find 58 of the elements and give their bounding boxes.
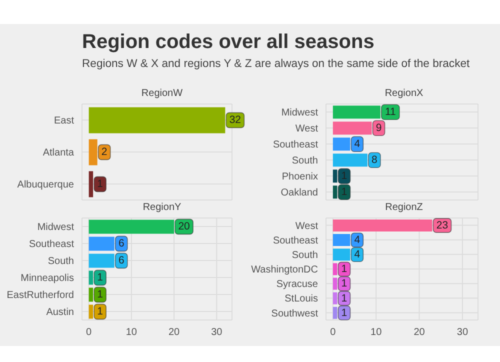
data-label: 8 xyxy=(372,154,378,166)
x-tick-label: 0 xyxy=(86,327,92,338)
y-tick-label: South xyxy=(292,156,318,167)
y-tick-label: South xyxy=(48,256,74,268)
chart-title: RegionY xyxy=(142,202,182,215)
y-tick-label: StLouis xyxy=(284,294,318,305)
y-tick-label: Midwest xyxy=(37,222,74,234)
x-tick-label: 30 xyxy=(211,327,223,338)
data-label: 1 xyxy=(341,263,348,276)
chart-title: RegionZ xyxy=(384,202,424,215)
data-label: 4 xyxy=(354,138,360,150)
data-label: 20 xyxy=(178,220,190,233)
y-tick-label: West xyxy=(295,220,318,232)
y-tick-label: West xyxy=(295,124,318,135)
chart-title: RegionW xyxy=(140,88,184,101)
data-label: 2 xyxy=(101,146,108,158)
y-tick-label: Austin xyxy=(46,307,74,318)
data-label: 1 xyxy=(341,186,348,198)
x-tick-label: 30 xyxy=(456,327,468,338)
y-tick-label: Southeast xyxy=(272,235,318,246)
data-label: 1 xyxy=(97,288,104,301)
data-label: 1 xyxy=(341,170,348,182)
x-tick-label: 10 xyxy=(126,327,138,338)
data-label: 11 xyxy=(384,106,396,118)
y-tick-label: Midwest xyxy=(281,108,318,119)
y-tick-label: Oakland xyxy=(280,188,318,199)
data-label: 4 xyxy=(354,248,360,261)
x-tick-label: 10 xyxy=(370,327,382,338)
y-tick-label: Southwest xyxy=(271,308,318,320)
data-label: 4 xyxy=(354,234,360,246)
x-tick-label: 0 xyxy=(330,327,336,338)
y-tick-label: Minneapolis xyxy=(20,273,74,284)
data-label: 1 xyxy=(341,306,348,319)
y-tick-label: Albuquerque xyxy=(17,180,74,191)
data-label: 6 xyxy=(118,238,124,250)
data-label: 1 xyxy=(341,278,348,290)
y-tick-label: South xyxy=(292,250,318,261)
data-label: 1 xyxy=(97,272,104,284)
data-label: 32 xyxy=(229,114,242,126)
data-label: 9 xyxy=(376,122,382,134)
y-tick-label: WashingtonDC xyxy=(251,264,318,276)
text: Region codes over all seasons xyxy=(82,30,376,54)
y-tick-label: Southeast xyxy=(272,140,318,151)
x-tick-label: 20 xyxy=(414,327,426,338)
data-label: 6 xyxy=(118,254,124,267)
y-tick-label: Atlanta xyxy=(42,148,74,159)
data-label: 23 xyxy=(436,219,448,232)
chart-title: RegionX xyxy=(384,88,424,101)
x-tick-label: 20 xyxy=(168,327,180,338)
data-label: 1 xyxy=(341,292,348,304)
y-tick-label: Phoenix xyxy=(282,172,318,183)
text: Regions W & X and regions Y & Z are always on the same side of the bracket xyxy=(82,58,470,70)
y-tick-label: EastRutherford xyxy=(6,290,74,302)
data-label: 1 xyxy=(97,178,104,190)
y-tick-label: Syracuse xyxy=(276,279,318,290)
data-label: 1 xyxy=(97,306,104,318)
y-tick-label: East xyxy=(54,116,74,127)
y-tick-label: Southeast xyxy=(28,239,74,250)
